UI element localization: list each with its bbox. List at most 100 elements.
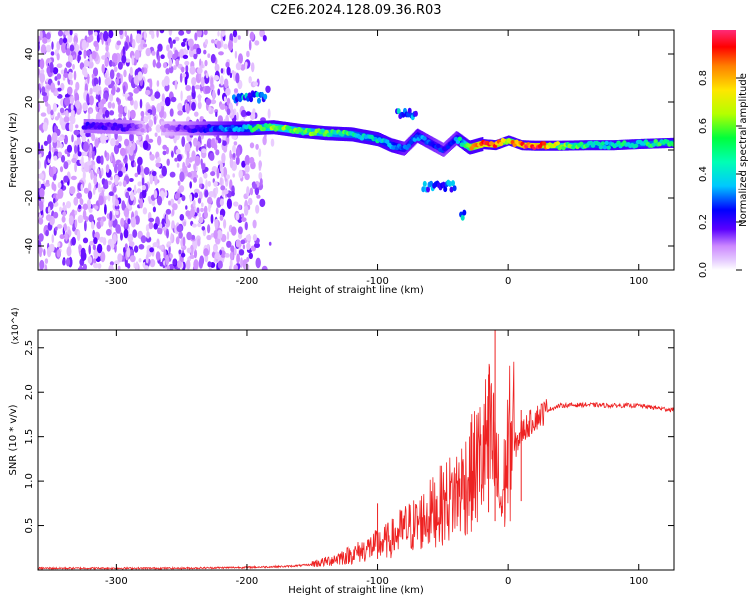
noise-cell — [223, 145, 228, 153]
noise-cell — [165, 68, 170, 75]
noise-cell — [130, 33, 133, 45]
snr-y-multiplier: (x10^4) — [11, 307, 21, 344]
snr-frame — [37, 329, 675, 571]
ridge-core — [240, 127, 245, 132]
noise-cell — [46, 103, 52, 115]
noise-cell — [204, 189, 209, 198]
y-tick-label: 2.5 — [24, 340, 35, 356]
noise-cell — [252, 183, 257, 189]
noise-cell — [51, 132, 58, 143]
noise-cell — [39, 200, 44, 212]
noise-cell — [119, 147, 126, 157]
noise-cell — [123, 207, 130, 218]
noise-cell — [110, 176, 113, 181]
noise-cell — [265, 85, 271, 94]
noise-cell — [194, 111, 199, 117]
noise-cell — [199, 116, 203, 123]
noise-cell — [191, 84, 195, 94]
noise-cell — [45, 214, 52, 222]
noise-cell — [233, 264, 238, 270]
noise-cell — [190, 207, 196, 217]
noise-cell — [242, 244, 246, 250]
noise-cell — [69, 79, 73, 86]
noise-cell — [140, 235, 147, 244]
ridge-core — [140, 128, 145, 133]
noise-cell — [165, 208, 172, 215]
noise-cell — [117, 135, 123, 142]
noise-cell — [116, 97, 120, 103]
noise-cell — [139, 198, 144, 209]
noise-cell — [81, 161, 85, 168]
noise-cell — [82, 203, 89, 211]
noise-cell — [117, 265, 121, 270]
spectrogram-frame — [37, 29, 675, 271]
noise-cell — [241, 160, 246, 168]
noise-cell — [71, 236, 76, 246]
noise-cell — [68, 215, 74, 226]
noise-cell — [238, 249, 245, 256]
y-tick-label: 1.5 — [24, 429, 35, 445]
ridge-band — [650, 141, 652, 147]
secondary-feature — [462, 209, 467, 216]
noise-cell — [111, 53, 118, 63]
noise-cell — [70, 109, 75, 120]
noise-cell — [89, 34, 94, 42]
noise-cell — [105, 228, 112, 236]
noise-cell — [185, 205, 188, 210]
noise-cell — [145, 47, 151, 57]
noise-cell — [56, 53, 60, 61]
noise-cell — [46, 32, 51, 40]
noise-cell — [104, 57, 109, 67]
ridge-band — [425, 136, 427, 144]
noise-cell — [112, 157, 116, 168]
noise-cell — [69, 44, 75, 52]
noise-cell — [181, 73, 187, 78]
noise-cell — [129, 255, 136, 263]
noise-cell — [187, 172, 192, 178]
noise-cell — [246, 50, 250, 58]
noise-cell — [115, 210, 119, 215]
noise-cell — [155, 162, 161, 168]
noise-cell — [206, 142, 211, 148]
noise-cell — [189, 181, 192, 189]
ridge-core — [406, 143, 412, 148]
noise-cell — [100, 133, 106, 144]
noise-cell — [213, 75, 220, 81]
noise-cell — [43, 140, 49, 146]
noise-cell — [186, 247, 192, 254]
noise-cell — [185, 156, 190, 166]
noise-cell — [217, 260, 223, 269]
noise-cell — [168, 263, 175, 270]
noise-cell — [38, 173, 45, 180]
noise-cell — [193, 169, 197, 177]
noise-cell — [216, 229, 223, 240]
noise-cell — [50, 51, 55, 56]
noise-cell — [138, 244, 145, 250]
noise-cell — [131, 55, 135, 66]
noise-cell — [268, 241, 272, 246]
noise-cell — [180, 252, 186, 258]
noise-cell — [165, 254, 170, 266]
noise-cell — [137, 181, 142, 187]
ridge-core — [579, 141, 584, 146]
noise-cell — [177, 260, 182, 269]
ridge-band — [107, 123, 110, 131]
noise-cell — [75, 43, 80, 54]
noise-cell — [164, 190, 168, 197]
noise-cell — [38, 89, 41, 99]
noise-cell — [47, 206, 51, 214]
noise-cell — [255, 204, 260, 214]
noise-cell — [244, 173, 250, 181]
noise-cell — [175, 236, 180, 245]
noise-cell — [209, 152, 215, 161]
noise-cell — [77, 54, 80, 64]
noise-cell — [218, 51, 224, 56]
noise-cell — [149, 258, 156, 268]
noise-cell — [182, 54, 189, 60]
noise-cell — [157, 43, 163, 52]
noise-cell — [225, 174, 231, 180]
noise-cell — [237, 226, 243, 235]
noise-cell — [149, 78, 153, 90]
noise-cell — [104, 150, 107, 158]
noise-cell — [181, 136, 186, 148]
